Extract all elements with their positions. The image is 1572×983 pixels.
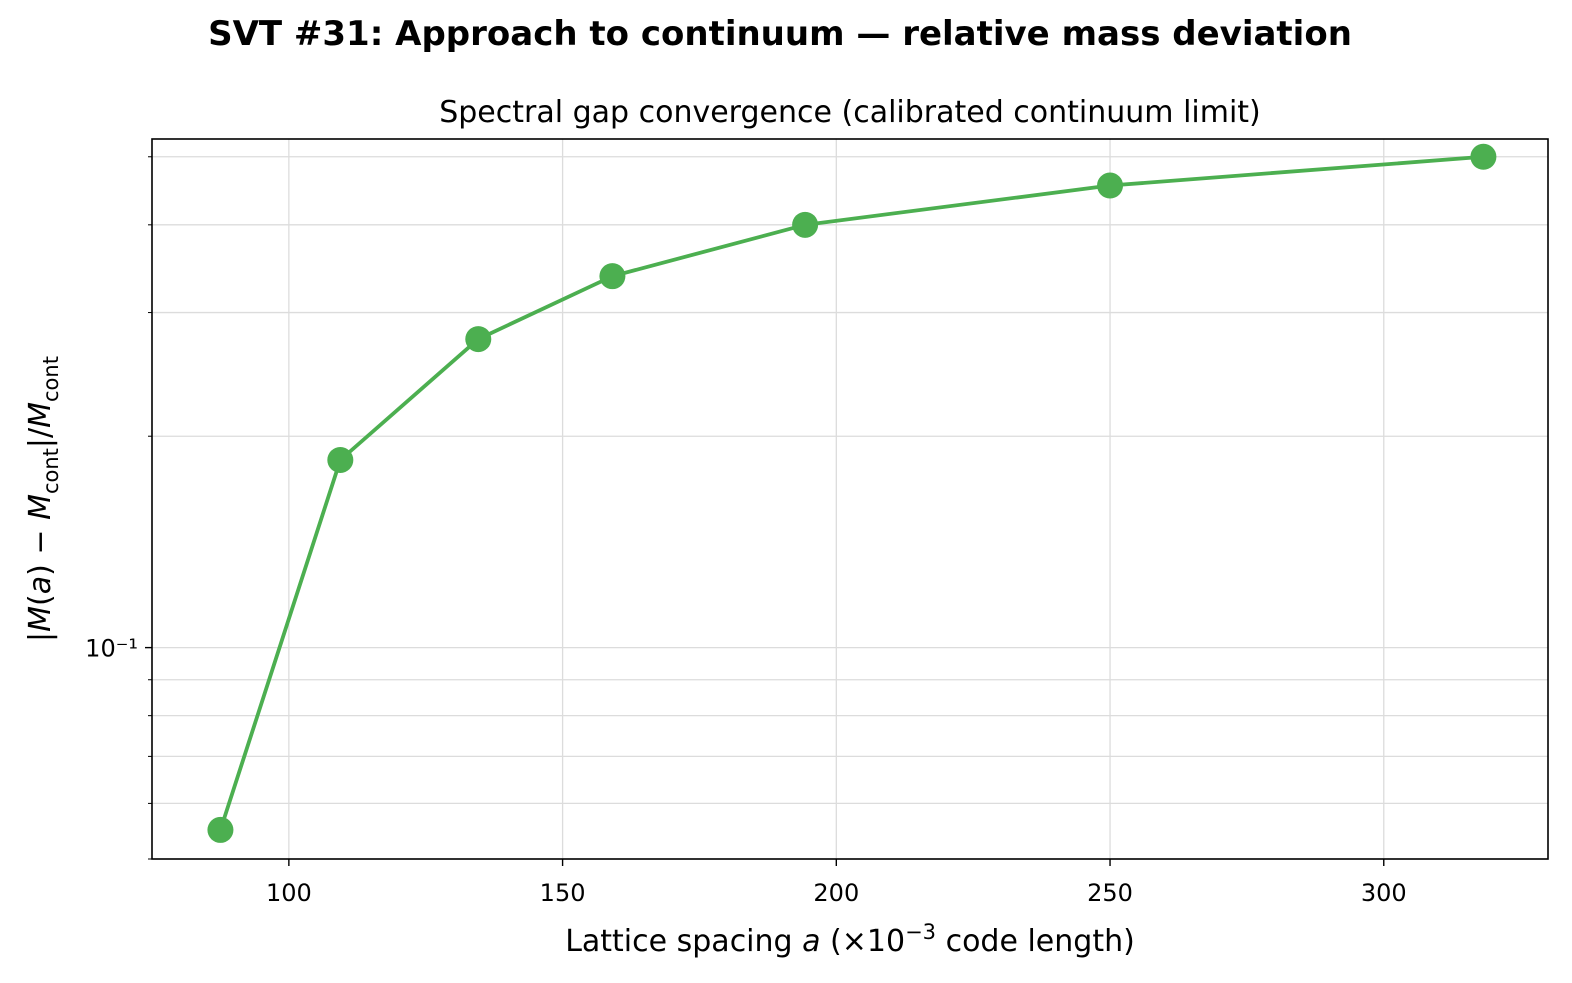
data-point — [327, 446, 354, 473]
y-tick-label: 10⁻¹ — [85, 635, 138, 663]
x-axis-label: Lattice spacing a (×10−3 code length) — [565, 920, 1135, 959]
plot-frame — [151, 138, 1549, 860]
data-point — [207, 816, 234, 843]
series-line — [218, 154, 1484, 831]
data-point — [599, 263, 626, 290]
x-tick-label: 250 — [1087, 879, 1133, 907]
x-tick-label: 150 — [540, 879, 586, 907]
x-tick-label: 300 — [1361, 879, 1407, 907]
chart-title: Spectral gap convergence (calibrated con… — [439, 95, 1261, 130]
data-point — [1470, 143, 1497, 170]
series-layer — [207, 143, 1497, 843]
x-tick-label: 200 — [813, 879, 859, 907]
data-point — [1097, 172, 1124, 199]
data-point — [465, 326, 492, 353]
data-point — [792, 211, 819, 238]
y-axis-label: |M(a) − Mcont|/Mcont — [23, 356, 63, 642]
figure-suptitle: SVT #31: Approach to continuum — relativ… — [208, 14, 1352, 54]
grid-layer — [152, 139, 1548, 860]
x-tick-label: 100 — [266, 879, 312, 907]
tick-layer: 100 150 200 250 300 10⁻¹ — [85, 156, 1407, 907]
